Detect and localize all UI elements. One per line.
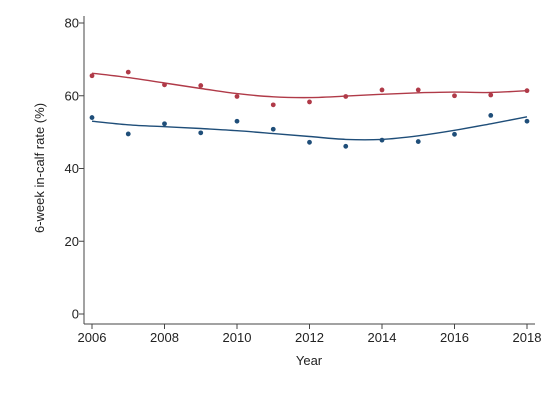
data-point <box>488 112 494 118</box>
data-point <box>307 99 312 105</box>
data-point <box>234 118 240 124</box>
x-tick-label: 2010 <box>223 330 252 345</box>
x-tick-label: 2008 <box>150 330 179 345</box>
data-point <box>307 139 312 145</box>
data-point <box>452 93 457 99</box>
series-layer <box>89 69 530 149</box>
x-axis: 2006 2008 2010 2012 2014 2016 2018 <box>78 323 542 345</box>
data-point <box>162 82 167 88</box>
data-point <box>270 102 276 108</box>
data-point <box>125 69 131 75</box>
series-1 <box>89 112 530 149</box>
data-point <box>125 131 131 137</box>
data-point <box>488 92 494 98</box>
y-tick-label: 0 <box>72 307 79 322</box>
data-point <box>198 83 204 88</box>
data-point <box>89 73 95 79</box>
data-point <box>89 115 95 120</box>
data-point <box>162 121 167 127</box>
data-point <box>379 137 385 143</box>
y-tick-label: 80 <box>65 16 79 31</box>
data-point <box>415 87 421 93</box>
data-point <box>452 131 457 137</box>
trend-line <box>91 72 528 99</box>
x-tick-label: 2014 <box>368 330 397 345</box>
data-point <box>524 88 530 94</box>
x-axis-title: Year <box>296 353 323 368</box>
series-0 <box>89 69 530 108</box>
data-point <box>234 94 240 99</box>
x-tick-label: 2018 <box>513 330 542 345</box>
y-tick-label: 60 <box>65 88 79 103</box>
data-point <box>379 87 385 93</box>
x-tick-label: 2006 <box>78 330 107 345</box>
y-tick-label: 20 <box>65 234 79 249</box>
trend-line <box>91 116 528 141</box>
y-tick-label: 40 <box>65 161 79 176</box>
data-point <box>343 143 349 149</box>
data-point <box>343 94 349 99</box>
data-point <box>524 118 530 124</box>
x-tick-label: 2016 <box>440 330 469 345</box>
data-point <box>270 126 276 132</box>
data-point <box>198 130 204 136</box>
x-tick-label: 2012 <box>295 330 324 345</box>
y-axis: 0 20 40 60 80 <box>65 16 85 324</box>
data-point <box>415 139 421 144</box>
y-axis-title: 6-week in-calf rate (%) <box>32 103 47 233</box>
